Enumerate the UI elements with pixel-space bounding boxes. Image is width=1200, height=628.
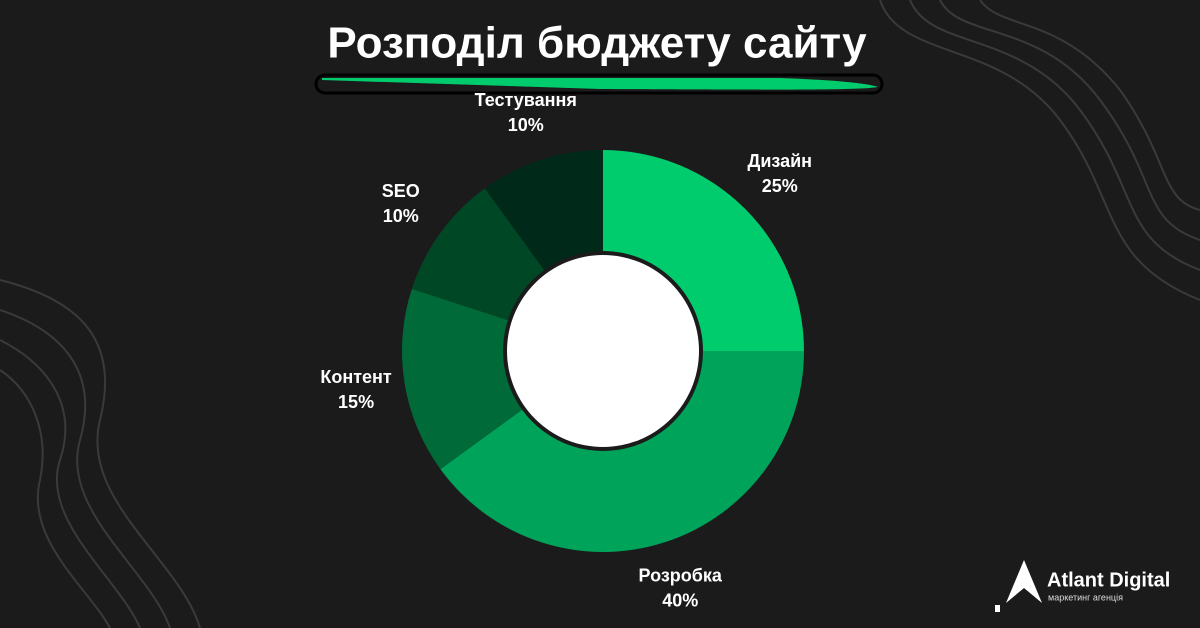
value-label: 10% (508, 115, 544, 135)
slice-label: Розробка (639, 566, 723, 586)
value-label: 25% (762, 176, 798, 196)
donut-slice (603, 150, 804, 351)
value-label: 10% (383, 206, 419, 226)
brand-tagline: маркетинг агенція (1048, 592, 1123, 602)
title-underline-fill (322, 78, 878, 90)
logo: Atlant Digital маркетинг агенція (995, 560, 1170, 612)
donut-slice (402, 288, 523, 470)
donut-hole (507, 255, 699, 447)
slice-label: Тестування (475, 90, 577, 110)
slice-label: Контент (320, 367, 392, 387)
brand-name: Atlant Digital (1047, 569, 1170, 591)
slice-label: SEO (382, 181, 420, 201)
donut-slice (484, 150, 603, 271)
title-underline (314, 73, 884, 95)
slice-label: Дизайн (748, 151, 813, 171)
logo-mark (1006, 560, 1042, 603)
logo-dot (995, 605, 1000, 612)
donut-slice (440, 351, 804, 552)
donut-slice (411, 188, 545, 321)
chart-title: Розподіл бюджету сайту (327, 19, 867, 68)
value-label: 40% (662, 591, 698, 611)
value-label: 15% (338, 392, 374, 412)
